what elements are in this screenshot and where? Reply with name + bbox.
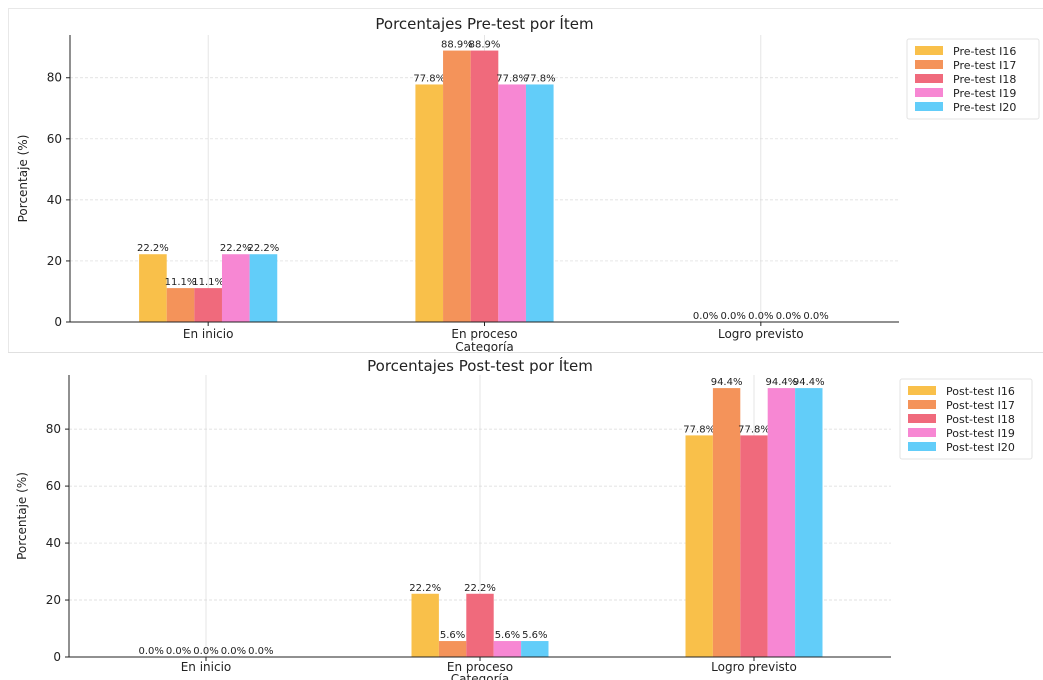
post-test-bar xyxy=(685,435,713,657)
pre-test-data-label: 77.8% xyxy=(524,73,556,84)
pre-test-data-label: 0.0% xyxy=(776,311,801,322)
pre-test-bar xyxy=(139,254,167,322)
post-test-y-tick-label: 80 xyxy=(46,422,61,436)
pre-test-legend-label: Pre-test I18 xyxy=(953,73,1016,86)
pre-test-bar xyxy=(525,84,554,322)
pre-test-data-label: 88.9% xyxy=(469,40,501,51)
pre-test-x-tick-label: Logro previsto xyxy=(718,327,804,341)
post-test-y-axis-label: Porcentaje (%) xyxy=(15,472,29,560)
post-test-data-label: 5.6% xyxy=(522,630,547,641)
post-test-y-tick-label: 20 xyxy=(46,593,61,607)
pre-test-legend-label: Pre-test I19 xyxy=(953,87,1016,100)
post-test-legend-label: Post-test I16 xyxy=(946,385,1015,398)
post-test-bar xyxy=(767,388,796,657)
post-test-bar xyxy=(712,388,741,657)
pre-test-legend-swatch xyxy=(915,102,943,111)
post-test-data-label: 94.4% xyxy=(766,377,798,388)
pre-test-bar xyxy=(249,254,278,322)
pre-test-data-label: 11.1% xyxy=(192,277,224,288)
post-test-legend-box xyxy=(899,378,1033,460)
post-test-bar xyxy=(438,641,467,657)
pre-test-y-tick-label: 20 xyxy=(47,254,62,268)
pre-test-legend-label: Pre-test I20 xyxy=(953,101,1016,114)
pre-test-y-tick-label: 60 xyxy=(47,132,62,146)
post-test-data-label: 0.0% xyxy=(166,646,191,657)
pre-test-data-label: 88.9% xyxy=(441,40,473,51)
pre-test-data-label: 77.8% xyxy=(496,73,528,84)
pre-test-x-tick-label: En proceso xyxy=(451,327,517,341)
pre-test-bar xyxy=(415,84,444,322)
pre-test-legend-swatch xyxy=(915,60,943,69)
post-test-bar xyxy=(740,435,768,657)
post-test-data-label: 0.0% xyxy=(221,646,246,657)
pre-test-data-label: 22.2% xyxy=(137,243,169,254)
post-test-data-label: 5.6% xyxy=(495,630,520,641)
pre-test-bar xyxy=(498,84,526,322)
post-test-chart: 0.0% 22.2% 77.8% 0.0% 5.6% 94.4% 0.0% 22.2% 77.8… xyxy=(15,356,1033,680)
post-test-data-label: 22.2% xyxy=(409,583,441,594)
post-test-y-tick-label: 40 xyxy=(46,536,61,550)
post-test-legend-label: Post-test I17 xyxy=(946,399,1015,412)
post-test-chart-panel: 0.0% 22.2% 77.8% 0.0% 5.6% 94.4% 0.0% 22.2% 77.8… xyxy=(8,352,1043,680)
pre-test-legend-box xyxy=(906,38,1040,120)
post-test-x-tick-label: Logro previsto xyxy=(711,660,797,674)
pre-test-x-axis-label: Categoría xyxy=(455,340,513,353)
post-test-legend-swatch xyxy=(908,442,936,451)
pre-test-bar xyxy=(166,288,195,322)
post-test-y-tick-label: 0 xyxy=(53,650,61,664)
pre-test-chart: 22.2% 77.8% 0.0% 11.1% 88.9% 0.0% 11.1% 88.9% 0.… xyxy=(16,14,1040,353)
pre-test-bar xyxy=(443,50,471,322)
pre-test-legend-label: Pre-test I16 xyxy=(953,45,1016,58)
post-test-data-label: 5.6% xyxy=(440,630,465,641)
pre-test-bar xyxy=(470,50,499,322)
pre-test-data-label: 0.0% xyxy=(748,311,773,322)
post-test-data-label: 77.8% xyxy=(738,424,770,435)
pre-test-legend-swatch xyxy=(915,88,943,97)
post-test-bar xyxy=(411,593,439,657)
post-test-bar xyxy=(795,388,823,657)
post-test-data-label: 94.4% xyxy=(711,377,743,388)
pre-test-data-label: 22.2% xyxy=(220,243,252,254)
pre-test-x-tick-label: En inicio xyxy=(183,327,234,341)
post-test-legend-swatch xyxy=(908,400,936,409)
post-test-data-label: 22.2% xyxy=(464,583,496,594)
post-test-data-label: 94.4% xyxy=(793,377,825,388)
post-test-legend-swatch xyxy=(908,428,936,437)
post-test-data-label: 77.8% xyxy=(683,424,715,435)
pre-test-y-tick-label: 80 xyxy=(47,71,62,85)
pre-test-y-axis-label: Porcentaje (%) xyxy=(16,135,30,223)
pre-test-legend-swatch xyxy=(915,46,943,55)
post-test-legend-label: Post-test I20 xyxy=(946,441,1015,454)
post-test-data-label: 0.0% xyxy=(138,646,163,657)
post-test-bar xyxy=(521,641,549,657)
pre-test-legend-label: Pre-test I17 xyxy=(953,59,1016,72)
pre-test-y-tick-label: 40 xyxy=(47,193,62,207)
pre-test-data-label: 22.2% xyxy=(248,243,280,254)
post-test-legend-label: Post-test I18 xyxy=(946,413,1015,426)
post-test-chart-title: Porcentajes Post-test por Ítem xyxy=(367,356,593,375)
pre-test-data-label: 0.0% xyxy=(693,311,718,322)
post-test-legend-swatch xyxy=(908,414,936,423)
post-test-data-label: 0.0% xyxy=(193,646,218,657)
pre-test-chart-panel: 22.2% 77.8% 0.0% 11.1% 88.9% 0.0% 11.1% 88.9% 0.… xyxy=(8,8,1043,354)
post-test-x-axis-label: Categoría xyxy=(451,672,509,680)
pre-test-bar xyxy=(221,254,250,322)
pre-test-y-tick-label: 0 xyxy=(54,315,62,329)
post-test-y-tick-label: 60 xyxy=(46,479,61,493)
pre-test-chart-title: Porcentajes Pre-test por Ítem xyxy=(375,14,593,33)
post-test-x-tick-label: En proceso xyxy=(447,660,513,674)
pre-test-data-label: 11.1% xyxy=(165,277,197,288)
pre-test-data-label: 0.0% xyxy=(803,311,828,322)
post-test-bar xyxy=(493,641,522,657)
pre-test-legend-swatch xyxy=(915,74,943,83)
post-test-x-tick-label: En inicio xyxy=(181,660,232,674)
post-test-legend-label: Post-test I19 xyxy=(946,427,1015,440)
pre-test-bar xyxy=(194,288,222,322)
pre-test-data-label: 0.0% xyxy=(720,311,745,322)
post-test-legend-swatch xyxy=(908,386,936,395)
pre-test-data-label: 77.8% xyxy=(413,73,445,84)
post-test-bar xyxy=(466,593,494,657)
post-test-data-label: 0.0% xyxy=(248,646,273,657)
